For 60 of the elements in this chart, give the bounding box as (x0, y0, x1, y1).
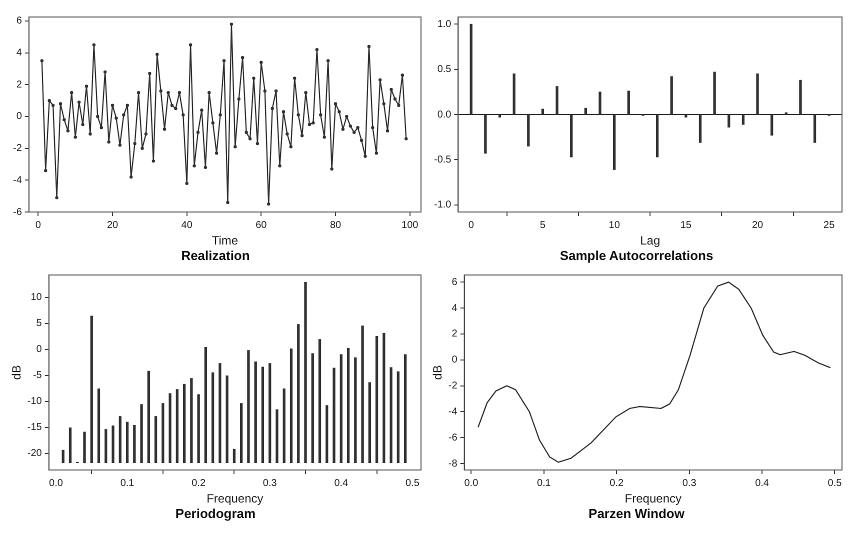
y-tick-label: 10 (30, 292, 42, 304)
x-tick-label: 40 (181, 220, 193, 231)
y-tick-label: 2 (16, 79, 22, 90)
x-tick-label: 25 (824, 220, 836, 231)
text: Sample Autocorrelations (560, 248, 714, 263)
y-tick-label: 0 (452, 354, 458, 366)
y-tick-label: 1.0 (437, 18, 452, 30)
x-tick-label: 0.3 (682, 478, 697, 489)
text: Realization (181, 248, 250, 263)
x-tick-label: 0.1 (120, 478, 135, 489)
y-tick-label: 5 (36, 318, 42, 330)
y-tick-label: -15 (27, 422, 42, 434)
x-tick-label: 0.1 (536, 478, 552, 489)
x-tick-label: 100 (402, 220, 419, 231)
x-tick-label: 5 (540, 220, 546, 231)
y-tick-label: -0.5 (434, 154, 452, 166)
x-tick-label: 0.2 (192, 478, 206, 489)
x-tick-label: 60 (256, 220, 268, 231)
x-tick-label: 0 (468, 220, 474, 231)
x-tick-label: 10 (608, 220, 620, 231)
x-tick-label: 0.2 (610, 478, 624, 489)
y-axis-title: dB (10, 365, 24, 380)
x-tick-label: 15 (680, 220, 692, 231)
y-tick-label: -8 (448, 458, 458, 470)
x-tick-label: 0.5 (828, 478, 842, 489)
y-tick-label: 4 (16, 48, 22, 59)
y-tick-label: -10 (27, 396, 42, 408)
x-tick-label: 20 (106, 220, 119, 231)
y-tick-label: 0 (16, 111, 22, 122)
y-tick-label: -5 (32, 370, 42, 382)
y-tick-label: 2 (452, 328, 458, 340)
x-tick-label: 0.0 (49, 478, 64, 489)
x-tick-label: 80 (330, 220, 342, 231)
x-axis-title: Time (212, 234, 238, 248)
y-tick-label: -6 (12, 206, 22, 218)
y-tick-label: -1.0 (434, 200, 452, 211)
text: Periodogram (175, 506, 256, 521)
y-tick-label: -20 (27, 448, 42, 460)
y-tick-label: -2 (448, 380, 458, 392)
x-tick-label: 0.3 (262, 478, 278, 489)
y-tick-label: 4 (452, 302, 458, 314)
y-axis-title: dB (430, 365, 445, 380)
y-tick-label: 0 (36, 344, 42, 356)
x-tick-label: 0.5 (405, 478, 420, 489)
x-axis-title: Frequency (624, 492, 682, 506)
y-tick-label: 0.0 (437, 109, 452, 120)
y-tick-label: -6 (448, 432, 458, 444)
x-axis-title: Lag (640, 234, 660, 248)
x-tick-label: 0.0 (464, 478, 479, 489)
y-tick-label: 0.5 (437, 64, 452, 76)
y-tick-label: 6 (452, 276, 458, 288)
x-tick-label: 20 (752, 220, 764, 231)
x-tick-label: 0.4 (334, 478, 349, 489)
x-tick-label: 0.4 (755, 478, 770, 489)
x-axis-title: Frequency (206, 492, 264, 506)
y-tick-label: 6 (16, 16, 22, 27)
y-tick-label: -2 (12, 143, 22, 154)
y-tick-label: -4 (448, 406, 458, 418)
y-tick-label: -4 (12, 174, 22, 186)
text: Parzen Window (588, 506, 686, 521)
